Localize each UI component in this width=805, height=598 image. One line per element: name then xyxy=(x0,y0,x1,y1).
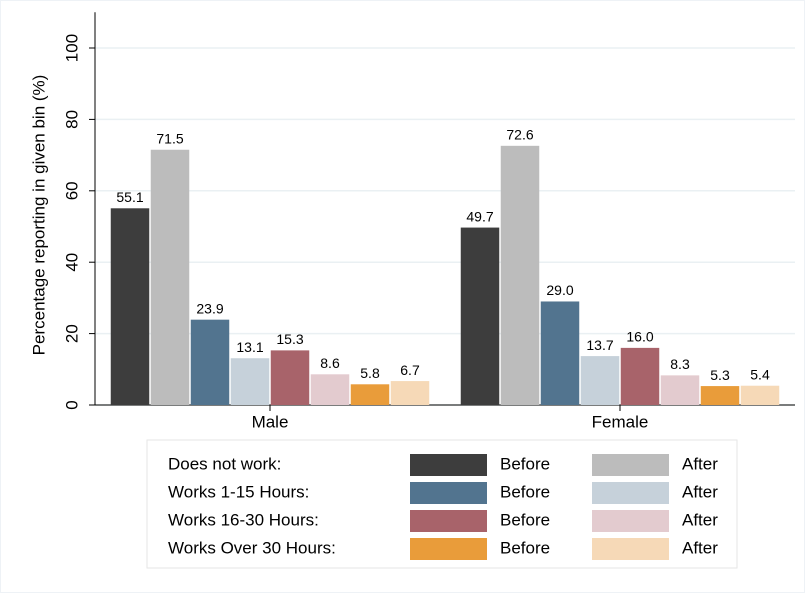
value-label: 8.3 xyxy=(670,356,690,372)
bar xyxy=(740,385,780,405)
legend-row-label: Works 16-30 Hours: xyxy=(168,510,319,529)
bar xyxy=(350,384,390,405)
bar xyxy=(700,386,740,405)
legend-swatch xyxy=(410,538,487,560)
bar xyxy=(580,356,620,405)
legend-label: After xyxy=(682,510,718,529)
value-label: 72.6 xyxy=(506,127,533,143)
legend-label: Before xyxy=(500,510,550,529)
bar xyxy=(270,350,310,405)
value-label: 71.5 xyxy=(156,130,183,146)
legend-swatch xyxy=(592,482,669,504)
legend-swatch xyxy=(592,454,669,476)
value-label: 13.1 xyxy=(236,339,263,355)
legend-swatch xyxy=(410,454,487,476)
legend-row-label: Works 1-15 Hours: xyxy=(168,482,309,501)
legend-label: After xyxy=(682,454,718,473)
value-label: 5.4 xyxy=(750,366,770,382)
value-label: 8.6 xyxy=(320,355,340,371)
legend-label: Before xyxy=(500,482,550,501)
legend-label: Before xyxy=(500,454,550,473)
legend-swatch xyxy=(410,482,487,504)
legend-label: After xyxy=(682,538,718,557)
bar xyxy=(620,347,660,405)
value-label: 16.0 xyxy=(626,329,653,345)
y-tick-label: 20 xyxy=(62,324,81,343)
bar xyxy=(500,145,540,405)
x-tick-label: Male xyxy=(252,412,289,431)
legend-label: Before xyxy=(500,538,550,557)
value-label: 13.7 xyxy=(586,337,613,353)
bar xyxy=(230,358,270,405)
bar xyxy=(460,227,500,405)
y-tick-label: 40 xyxy=(62,253,81,272)
value-label: 55.1 xyxy=(116,189,143,205)
legend-row-label: Works Over 30 Hours: xyxy=(168,538,336,557)
value-label: 6.7 xyxy=(400,362,420,378)
bar xyxy=(660,375,700,405)
bar xyxy=(150,149,190,405)
value-label: 23.9 xyxy=(196,300,223,316)
y-tick-label: 60 xyxy=(62,181,81,200)
legend-swatch xyxy=(410,510,487,532)
value-label: 5.8 xyxy=(360,365,380,381)
value-label: 49.7 xyxy=(466,208,493,224)
legend-swatch xyxy=(592,538,669,560)
y-tick-label: 100 xyxy=(62,34,81,62)
value-label: 15.3 xyxy=(276,331,303,347)
bar xyxy=(390,381,430,405)
y-axis-label: Percentage reporting in given bin (%) xyxy=(29,75,48,356)
value-label: 5.3 xyxy=(710,367,730,383)
y-tick-label: 0 xyxy=(62,400,81,409)
bar xyxy=(190,319,230,405)
legend-swatch xyxy=(592,510,669,532)
value-label: 29.0 xyxy=(546,282,573,298)
legend-label: After xyxy=(682,482,718,501)
x-tick-label: Female xyxy=(592,412,649,431)
legend-row-label: Does not work: xyxy=(168,454,281,473)
bar xyxy=(540,301,580,405)
y-tick-label: 80 xyxy=(62,110,81,129)
bar xyxy=(310,374,350,405)
bar xyxy=(110,208,150,405)
